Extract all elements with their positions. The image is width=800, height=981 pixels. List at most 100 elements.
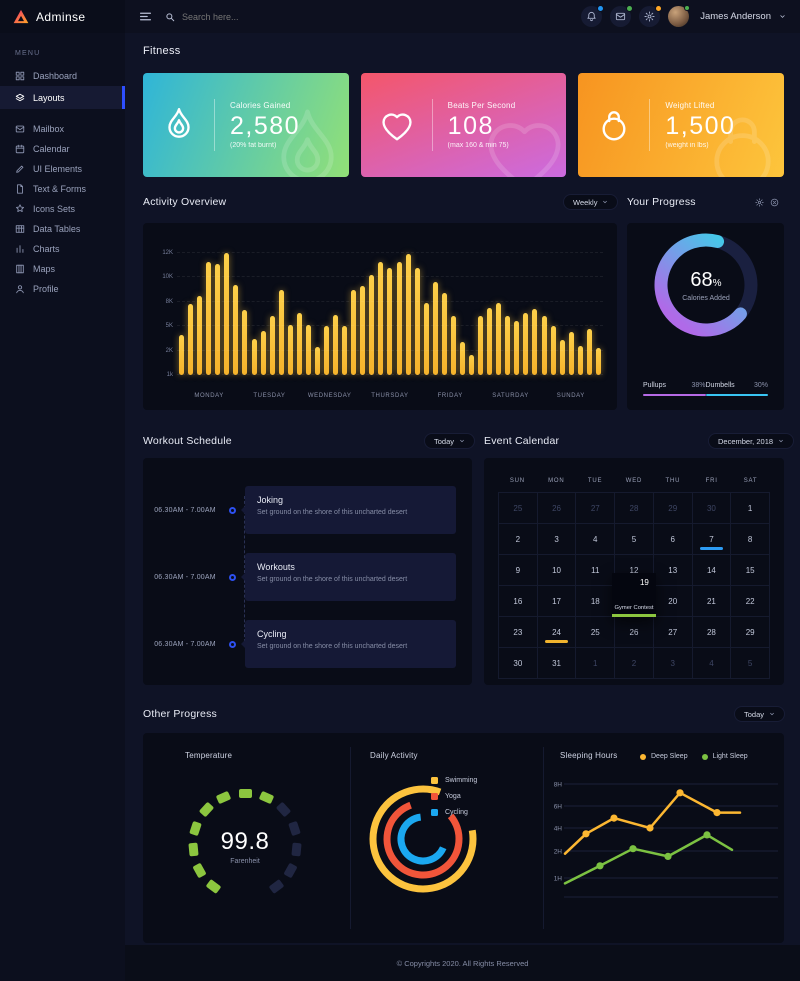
calendar-day-11[interactable]: 11 (576, 555, 616, 586)
heart-watermark-icon (477, 104, 566, 177)
activity-bar (242, 309, 248, 375)
calendar-day-3[interactable]: 3 (537, 524, 577, 555)
calendar-day-21[interactable]: 21 (692, 586, 732, 617)
activity-bar (179, 335, 184, 375)
calendar-day-27[interactable]: 27 (653, 617, 693, 648)
calendar-day-6[interactable]: 6 (653, 524, 693, 555)
sidebar-item-mailbox[interactable]: Mailbox (0, 119, 125, 139)
main-content: Fitness Calories Gained 2,580 (20% fat bur… (125, 33, 800, 981)
calendar-day-5[interactable]: 5 (615, 524, 654, 555)
flame-watermark-icon (260, 104, 349, 177)
temperature-title: Temperature (185, 751, 233, 760)
calendar-day-14[interactable]: 14 (692, 555, 732, 586)
calendar-day-26[interactable]: 26 (537, 493, 577, 524)
chevron-down-icon[interactable] (779, 13, 786, 20)
sidebar-item-calendar[interactable]: Calendar (0, 139, 125, 159)
mail-button[interactable] (610, 5, 634, 27)
avatar[interactable] (668, 5, 691, 27)
calendar-day-name: FRI (705, 478, 718, 484)
calendar-day-31[interactable]: 31 (537, 648, 577, 679)
calendar-day-25[interactable]: 25 (576, 617, 616, 648)
calendar-day-28[interactable]: 28 (615, 493, 654, 524)
calendar-day-30[interactable]: 30 (692, 493, 732, 524)
brand[interactable]: Adminse (0, 0, 125, 33)
bell-button[interactable] (581, 5, 605, 27)
activity-bar (296, 313, 302, 375)
table-icon (15, 224, 25, 234)
calendar-day-2[interactable]: 2 (615, 648, 654, 679)
calendar-day-13[interactable]: 13 (653, 555, 693, 586)
calendar-event[interactable]: 19 Gymer Contest (612, 573, 656, 617)
schedule-item-cycling[interactable]: 06.30AM - 7.00AM Cycling Set ground on the… (151, 620, 456, 668)
calendar-day-26[interactable]: 26 (615, 617, 654, 648)
activity-bar (188, 304, 194, 375)
search-input[interactable] (182, 11, 342, 22)
sidebar-item-layouts[interactable]: Layouts (0, 86, 125, 109)
calendar-day-1[interactable]: 1 (576, 648, 616, 679)
sidebar-item-maps[interactable]: Maps (0, 259, 125, 279)
calendar-day-28[interactable]: 28 (692, 617, 732, 648)
stat-label: Weight Lifted (665, 101, 715, 110)
sidebar-item-text-forms[interactable]: Text & Forms (0, 179, 125, 199)
sidebar-item-dashboard[interactable]: Dashboard (0, 66, 125, 86)
calendar-month-dropdown[interactable]: December, 2018 (708, 433, 795, 449)
calendar-day-name: TUE (587, 478, 603, 484)
schedule-item-joking[interactable]: 06.30AM - 7.00AM Joking Set ground on the … (151, 486, 456, 534)
sidebar-item-label: Icons Sets (33, 204, 76, 214)
activity-bar (423, 303, 429, 375)
calendar-day-1[interactable]: 1 (731, 493, 770, 524)
user-name[interactable]: James Anderson (700, 11, 771, 22)
calendar-day-15[interactable]: 15 (731, 555, 770, 586)
activity-bar (469, 355, 474, 375)
calendar-day-8[interactable]: 8 (731, 524, 770, 555)
progress-donut (650, 229, 762, 341)
calendar-day-27[interactable]: 27 (576, 493, 616, 524)
calendar-day-9[interactable]: 9 (499, 555, 538, 586)
sidebar-item-charts[interactable]: Charts (0, 239, 125, 259)
calendar-day-7[interactable]: 7 (692, 524, 732, 555)
calendar-day-20[interactable]: 20 (653, 586, 693, 617)
calendar-day-4[interactable]: 4 (692, 648, 732, 679)
chevron-down-icon (779, 439, 783, 443)
activity-filter-dropdown[interactable]: Weekly (563, 194, 619, 210)
sidebar-item-label: Profile (33, 284, 59, 294)
calendar-day-17[interactable]: 17 (537, 586, 577, 617)
calendar-day-23[interactable]: 23 (499, 617, 538, 648)
schedule-filter-dropdown[interactable]: Today (424, 433, 476, 449)
calendar-day-25[interactable]: 25 (499, 493, 538, 524)
search-bar[interactable] (165, 11, 365, 22)
close-circle-icon[interactable] (770, 198, 779, 207)
calendar-day-3[interactable]: 3 (653, 648, 693, 679)
daily-activity-rings (358, 774, 488, 904)
calendar-day-10[interactable]: 10 (537, 555, 577, 586)
activity-bar (441, 293, 447, 375)
sidebar-item-ui-elements[interactable]: UI Elements (0, 159, 125, 179)
menu-toggle-icon[interactable] (139, 10, 152, 23)
schedule-card[interactable]: Workouts Set ground on the shore of this … (241, 553, 456, 601)
calendar-day-16[interactable]: 16 (499, 586, 538, 617)
calendar-day-18[interactable]: 18 (576, 586, 616, 617)
calendar-day-24[interactable]: 24 (537, 617, 577, 648)
schedule-card[interactable]: Joking Set ground on the shore of this un… (241, 486, 456, 534)
calendar-day-22[interactable]: 22 (731, 586, 770, 617)
calendar-day-29[interactable]: 29 (731, 617, 770, 648)
schedule-card[interactable]: Cycling Set ground on the shore of this u… (241, 620, 456, 668)
other-filter-dropdown[interactable]: Today (734, 706, 786, 722)
calendar-day-19[interactable]: 19 Gymer Contest (612, 573, 656, 617)
sidebar-item-data-tables[interactable]: Data Tables (0, 219, 125, 239)
activity-bar (278, 289, 284, 375)
svg-text:1H: 1H (554, 876, 563, 883)
sidebar-item-icons-sets[interactable]: Icons Sets (0, 199, 125, 219)
settings-icon[interactable] (755, 198, 764, 207)
calendar-day-2[interactable]: 2 (499, 524, 538, 555)
topbar-right: James Anderson (581, 5, 786, 27)
calendar-day-30[interactable]: 30 (499, 648, 538, 679)
gear-button[interactable] (639, 5, 663, 27)
sidebar-item-profile[interactable]: Profile (0, 279, 125, 299)
schedule-item-workouts[interactable]: 06.30AM - 7.00AM Workouts Set ground on th… (151, 553, 456, 601)
activity-overview-title: Activity Overview (143, 196, 227, 208)
calendar-day-5[interactable]: 5 (731, 648, 770, 679)
calendar-day-29[interactable]: 29 (653, 493, 693, 524)
calendar-day-4[interactable]: 4 (576, 524, 616, 555)
svg-text:8H: 8H (554, 782, 563, 789)
